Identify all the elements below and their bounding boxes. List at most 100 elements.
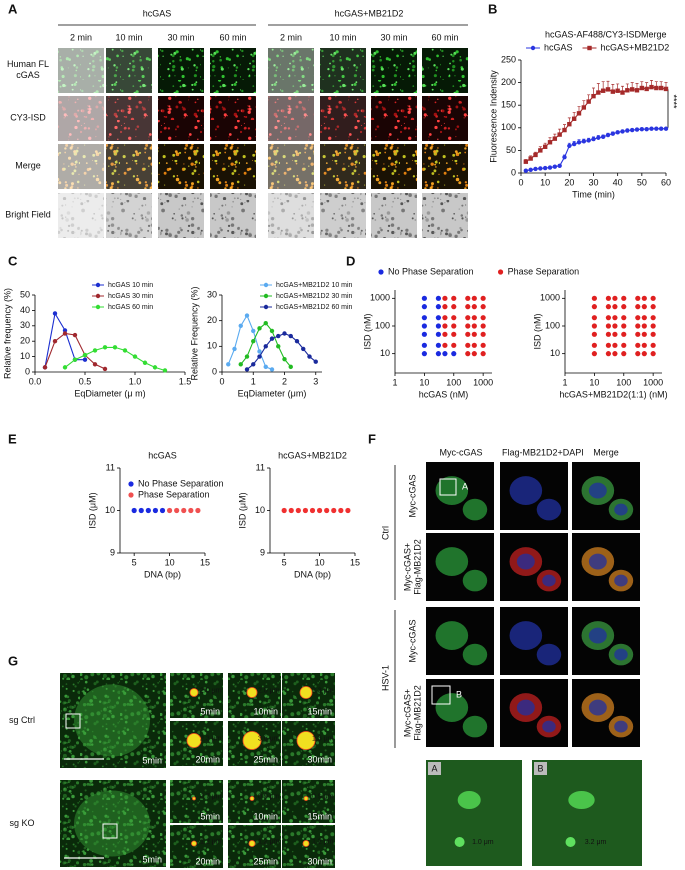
inset-tag-label: B	[537, 763, 543, 773]
micrograph	[320, 96, 366, 141]
cell	[435, 476, 469, 505]
y-tick-label: 100	[501, 122, 516, 132]
micrograph	[282, 825, 335, 868]
y-axis-label: Relative Frequency (%)	[189, 286, 199, 380]
data-point	[480, 331, 486, 337]
data-point	[635, 331, 641, 337]
data-point	[591, 351, 597, 357]
micrograph	[170, 780, 223, 823]
x-tick-label: 10	[315, 557, 325, 567]
x-tick-label: 1000	[473, 377, 493, 387]
x-axis-label: Time (min)	[572, 189, 615, 199]
data-point	[269, 328, 275, 334]
x-tick-label: 0	[518, 177, 523, 187]
panel-label: B	[488, 1, 497, 16]
data-point	[605, 315, 612, 321]
micrograph	[282, 780, 335, 823]
data-point	[442, 304, 448, 310]
x-tick-label: 10	[540, 177, 550, 187]
data-point	[435, 315, 442, 321]
data-point	[471, 304, 477, 310]
data-point	[605, 304, 612, 310]
data-point	[442, 342, 448, 348]
row-label: sg Ctrl	[9, 715, 35, 725]
micrograph	[58, 48, 104, 93]
legend-marker	[497, 269, 504, 275]
data-point	[338, 507, 344, 514]
inset-blob	[457, 791, 481, 809]
y-tick-label: 11	[256, 462, 265, 472]
data-point	[421, 315, 427, 321]
cell	[614, 720, 628, 733]
legend-marker	[128, 492, 134, 498]
panel-label: F	[368, 431, 376, 446]
data-point	[92, 362, 98, 367]
x-tick-label: 10	[419, 377, 429, 387]
condensate	[296, 731, 316, 750]
y-axis-label: ISD (nM)	[362, 313, 372, 349]
data-point	[650, 295, 656, 301]
data-point	[557, 163, 562, 168]
cell	[588, 699, 607, 716]
cell	[536, 498, 562, 521]
data-point	[658, 126, 664, 131]
data-point	[625, 88, 630, 93]
x-axis-label: hcGAS+MB21D2(1:1) (nM)	[559, 389, 667, 399]
data-point	[72, 357, 78, 362]
data-point	[634, 127, 640, 132]
inset-blob	[454, 837, 465, 847]
y-tick-label: 50	[506, 145, 516, 155]
data-point	[610, 131, 616, 136]
micrograph	[106, 193, 152, 238]
micrograph	[170, 825, 223, 868]
cell	[74, 684, 150, 757]
y-tick-label: 250	[501, 54, 516, 64]
data-point	[650, 342, 656, 348]
size-label: 0.7 μm	[200, 793, 222, 800]
data-point	[102, 345, 108, 350]
size-label: 1.2 μm	[312, 838, 334, 845]
data-point	[465, 315, 471, 321]
data-point	[421, 351, 427, 357]
data-point	[650, 323, 656, 329]
micrograph	[158, 193, 204, 238]
y-tick-label: 0	[511, 167, 516, 177]
data-point	[663, 86, 669, 92]
time-label: 2 min	[280, 32, 302, 42]
data-point	[421, 323, 427, 329]
data-point	[421, 331, 427, 337]
data-point	[480, 323, 486, 329]
legend-label: hcGAS	[544, 42, 573, 52]
condensate	[299, 686, 313, 699]
data-point	[451, 315, 457, 321]
x-tick-label: 30	[588, 177, 598, 187]
condensate	[191, 840, 197, 847]
x-tick-label: 100	[446, 377, 461, 387]
data-point	[641, 295, 647, 301]
data-point	[567, 121, 572, 127]
data-point	[641, 331, 647, 337]
data-point	[625, 128, 630, 133]
x-tick-label: 40	[613, 177, 623, 187]
data-point	[591, 342, 597, 348]
group-label: HSV-1	[380, 665, 390, 691]
x-tick-label: 15	[350, 557, 360, 567]
data-point	[641, 342, 647, 348]
legend-marker	[530, 45, 536, 51]
y-tick-label: 10	[380, 348, 390, 358]
data-point	[257, 354, 262, 359]
data-point	[294, 339, 300, 344]
data-point	[465, 331, 471, 337]
row-label: sg KO	[9, 818, 34, 828]
data-point	[621, 342, 627, 348]
time-label: 15min	[307, 706, 332, 716]
data-point	[465, 304, 471, 310]
data-point	[471, 323, 477, 329]
data-point	[442, 315, 448, 321]
y-tick-label: 10	[550, 348, 560, 358]
legend-label: hcGAS 30 min	[108, 293, 153, 300]
condensate	[248, 840, 256, 847]
time-label: 25min	[253, 754, 278, 764]
data-point	[557, 132, 562, 137]
significance: ****	[669, 94, 679, 109]
